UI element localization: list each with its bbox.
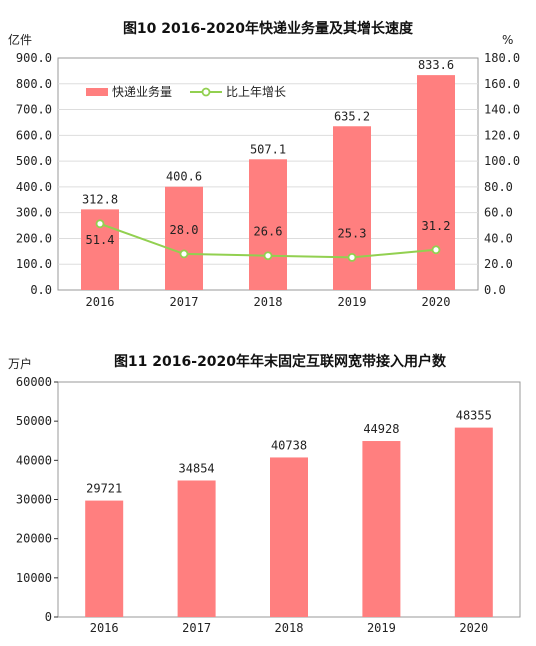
chart1-ytick-right: 160.0 [484,77,520,91]
chart1-ytick-right: 80.0 [484,180,513,194]
chart1-growth-point [431,245,441,255]
chart1-growth-label: 51.4 [86,233,115,247]
chart1-bar [417,75,455,290]
chart2-bar-label: 29721 [86,482,122,496]
chart1-right-unit: % [502,33,513,47]
chart1-ytick-left: 400.0 [16,180,52,194]
chart1-growth-label: 26.6 [254,225,283,239]
chart1-ytick-left: 200.0 [16,231,52,245]
chart2-bar-label: 48355 [456,409,492,423]
chart1-growth-point [347,252,357,262]
chart2-ytick: 40000 [16,453,52,467]
chart1-ytick-left: 500.0 [16,154,52,168]
legend-label-line: 比上年增长 [226,85,286,99]
chart1-bar-label: 312.8 [82,192,118,206]
chart1-growth-point [95,219,105,229]
chart2-bar-label: 44928 [363,422,399,436]
chart1-growth-label: 25.3 [338,226,367,240]
legend-swatch-bar [86,88,108,96]
chart1-bar-label: 635.2 [334,109,370,123]
chart1-ytick-right: 20.0 [484,257,513,271]
chart1-ytick-right: 60.0 [484,206,513,220]
chart2-xtick: 2017 [182,621,211,635]
chart2-bar [85,500,124,617]
legend-label-bar: 快递业务量 [112,84,172,99]
chart1-xtick: 2019 [338,295,367,309]
chart2-ytick: 0 [45,610,52,624]
chart2-bar [270,457,308,617]
chart2-xtick: 2018 [275,621,304,635]
chart2-bar [177,480,216,617]
chart2-xtick: 2019 [367,621,396,635]
chart1-growth-label: 28.0 [170,223,199,237]
chart1-bar-label: 833.6 [418,58,454,72]
chart2-left-unit: 万户 [8,356,32,371]
chart1-xtick: 2017 [170,295,199,309]
chart2-bar [454,427,493,617]
chart1-growth-point [179,249,189,259]
chart2-bar-label: 40738 [271,438,307,452]
chart1-ytick-left: 0.0 [30,283,52,297]
chart2-bar [362,441,401,617]
chart1-bar [333,126,371,290]
chart1-left-unit: 亿件 [8,32,32,47]
chart1-ytick-left: 800.0 [16,77,52,91]
chart1-ytick-left: 900.0 [16,51,52,65]
legend-swatch-marker [201,87,211,97]
chart1-growth-point [263,251,273,261]
chart1-title: 图10 2016-2020年快递业务量及其增长速度 [123,20,414,37]
chart1-bar-label: 507.1 [250,142,286,156]
chart1-bar [165,186,203,290]
chart2-ytick: 60000 [16,375,52,389]
chart1-xtick: 2020 [422,295,451,309]
chart1-ytick-left: 300.0 [16,206,52,220]
chart2-ytick: 20000 [16,532,52,546]
chart1-growth-label: 31.2 [422,219,451,233]
chart1-ytick-left: 100.0 [16,257,52,271]
chart1-bar-label: 400.6 [166,170,202,184]
chart1-ytick-right: 140.0 [484,103,520,117]
chart2-ytick: 10000 [16,571,52,585]
chart2-xtick: 2020 [459,621,488,635]
chart1-ytick-right: 0.0 [484,283,506,297]
chart1-ytick-right: 100.0 [484,154,520,168]
chart1-ytick-left: 600.0 [16,128,52,142]
chart2-ytick: 50000 [16,414,52,428]
chart1-bar [249,159,287,290]
chart1-plot: 0.0 100.0 200.0 300.0 400.0 500.0 600.0 700.0 80… [16,51,520,309]
chart1-ytick-right: 180.0 [484,51,520,65]
chart2-title: 图11 2016-2020年年末固定互联网宽带接入用户数 [114,353,447,370]
chart1-ytick-right: 40.0 [484,231,513,245]
chart1-xtick: 2016 [86,295,115,309]
chart1-xtick: 2018 [254,295,283,309]
chart2-xtick: 2016 [90,621,119,635]
chart2-ytick: 30000 [16,493,52,507]
chart1-ytick-right: 120.0 [484,128,520,142]
chart2-plot: 0 10000 20000 30000 40000 50000 60000 29721 2016… [16,375,521,635]
chart2-bar-label: 34854 [179,461,215,475]
chart1-ytick-left: 700.0 [16,103,52,117]
